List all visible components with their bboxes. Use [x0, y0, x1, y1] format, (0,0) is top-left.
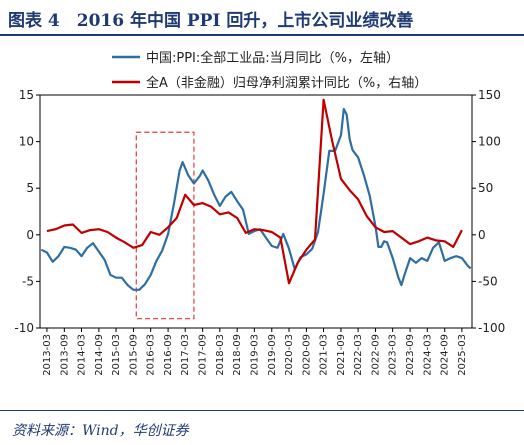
x-tick-label: 2016-09 [163, 334, 174, 376]
x-tick-label: 2023-09 [405, 334, 416, 376]
x-tick-label: 2021-03 [319, 334, 330, 376]
y-left-tick-label: 15 [19, 88, 34, 102]
y-right-tick-label: -100 [478, 321, 505, 335]
x-tick-label: 2014-03 [76, 334, 87, 376]
highlight-box-group [135, 131, 195, 320]
x-tick-label: 2020-03 [284, 334, 295, 376]
series-line-ppi [40, 107, 472, 291]
y-left-tick-label: -5 [22, 274, 34, 288]
x-tick-label: 2015-09 [128, 334, 139, 376]
y-left-tick-label: 5 [26, 181, 34, 195]
x-tick-label: 2018-03 [215, 334, 226, 376]
x-tick-label: 2015-03 [111, 334, 122, 376]
x-tick-label: 2024-03 [422, 334, 433, 376]
x-tick-label: 2022-03 [353, 334, 364, 376]
y-right-tick-label: 50 [478, 181, 493, 195]
y-left-tick-label: 10 [19, 135, 34, 149]
source-divider [0, 410, 524, 411]
y-left-tick-label: -10 [14, 321, 34, 335]
x-tick-label: 2017-03 [180, 334, 191, 376]
plot-border [39, 94, 473, 329]
x-tick-label: 2019-03 [249, 334, 260, 376]
x-tick-label: 2020-09 [301, 334, 312, 376]
x-tick-label: 2024-09 [440, 334, 451, 376]
legend: 中国:PPI:全部工业品:当月同比（%，左轴） 全A（非金融）归母净利润累计同比（… [112, 50, 427, 91]
x-tick-label: 2025-03 [457, 334, 468, 376]
x-tick-label: 2017-09 [198, 334, 209, 376]
x-tick-label: 2013-03 [42, 334, 53, 376]
highlight-box [135, 131, 195, 320]
x-tick-label: 2016-03 [146, 334, 157, 376]
y-right-tick-label: 100 [478, 135, 501, 149]
y-right-tick-label: 150 [478, 88, 501, 102]
x-tick-label: 2013-09 [59, 334, 70, 376]
series-line-profit [46, 98, 463, 285]
title-divider [0, 34, 524, 36]
x-tick-label: 2019-09 [267, 334, 278, 376]
legend-label-profit: 全A（非金融）归母净利润累计同比（%，右轴） [146, 75, 427, 91]
plot-frame [39, 94, 473, 329]
y-left-tick-label: 0 [26, 228, 34, 242]
series-group [40, 98, 472, 291]
y-right-tick-label: -50 [478, 274, 498, 288]
x-tick-label: 2014-09 [94, 334, 105, 376]
figure-title: 图表 4 2016 年中国 PPI 回升，上市公司业绩改善 [8, 11, 414, 31]
legend-label-ppi: 中国:PPI:全部工业品:当月同比（%，左轴） [146, 50, 399, 66]
x-tick-label: 2022-09 [371, 334, 382, 376]
source-note: 资料来源：Wind，华创证券 [12, 423, 189, 439]
x-tick-label: 2018-09 [232, 334, 243, 376]
y-right-tick-label: 0 [478, 228, 486, 242]
x-tick-label: 2023-03 [388, 334, 399, 376]
x-tick-label: 2021-09 [336, 334, 347, 376]
